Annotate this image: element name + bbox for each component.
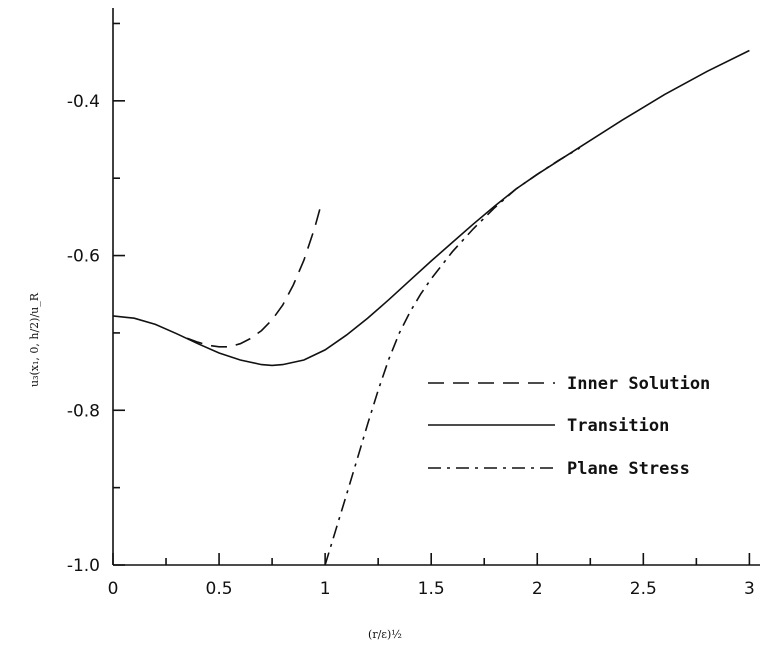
- x-tick-label: 2.5: [630, 579, 657, 599]
- series-transition: [112, 49, 750, 367]
- x-axis-title: (r/ε)½: [368, 628, 402, 641]
- x-tick-label: 0.5: [206, 579, 233, 599]
- y-tick-label: -0.6: [67, 247, 100, 267]
- legend-label-inner-solution: Inner Solution: [567, 374, 710, 394]
- x-tick-label: 1.5: [418, 579, 445, 599]
- legend-label-plane-stress: Plane Stress: [567, 459, 690, 479]
- y-tick-label: -1.0: [67, 556, 100, 576]
- x-tick-label: 2: [532, 579, 543, 599]
- x-tick-label: 1: [320, 579, 331, 599]
- series-layer: [112, 49, 750, 566]
- legend-label-transition: Transition: [567, 416, 669, 436]
- y-axis-title: u₃(x₁, 0, h/2)/u_R: [28, 292, 41, 387]
- y-tick-label: -0.4: [67, 92, 100, 112]
- y-tick-label: -0.8: [67, 401, 100, 421]
- series-inner-solution: [186, 205, 322, 348]
- series-plane-stress: [324, 147, 581, 566]
- legend: Inner Solution Transition Plane Stress: [428, 374, 710, 479]
- axes: 0 0.5 1 1.5 2 2.5 3 -1.0 -0.8 -0.6 -0.4: [67, 8, 760, 599]
- x-tick-label: 0: [108, 579, 119, 599]
- x-tick-label: 3: [744, 579, 755, 599]
